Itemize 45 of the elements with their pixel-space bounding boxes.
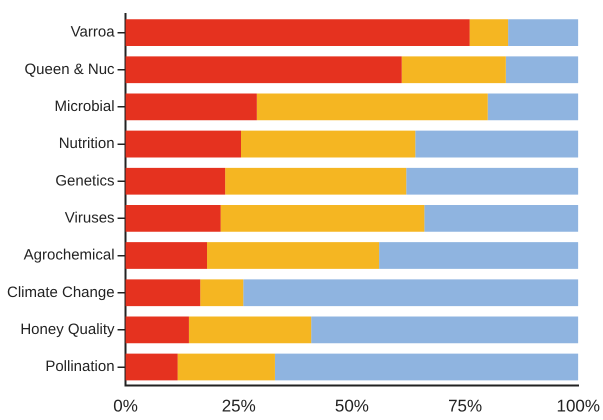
x-tick-label: 100% — [556, 396, 600, 416]
bar — [126, 56, 402, 84]
x-tick-label: 25% — [222, 396, 256, 416]
y-tick-label: Climate Change — [6, 284, 115, 301]
bar — [188, 316, 312, 344]
bar — [415, 130, 578, 158]
y-tick-label: Pollination — [45, 358, 115, 376]
bar — [126, 242, 208, 269]
bar — [220, 205, 424, 232]
bar — [402, 56, 506, 84]
y-tick-label: Microbial — [54, 98, 115, 116]
bar — [225, 168, 406, 195]
bar — [126, 19, 470, 46]
bar — [488, 94, 578, 120]
y-tick-label: Honey Quality — [20, 321, 116, 338]
bar — [126, 94, 257, 120]
bar — [256, 94, 488, 120]
y-tick-label: Varroa — [70, 24, 116, 41]
bar — [126, 205, 221, 232]
y-tick-label: Viruses — [64, 210, 115, 227]
bar — [406, 168, 578, 195]
bar — [274, 354, 578, 380]
bar — [126, 168, 226, 195]
bar — [379, 242, 578, 269]
x-tick-label: 50% — [334, 396, 369, 416]
bar — [311, 316, 578, 344]
bar — [178, 354, 275, 380]
bar — [506, 56, 578, 84]
bar — [126, 316, 189, 344]
x-tick-label: 0% — [113, 396, 138, 416]
y-tick-label: Nutrition — [58, 135, 115, 152]
bar — [470, 19, 508, 46]
bar — [200, 279, 244, 306]
bar — [424, 205, 578, 232]
y-tick-label: Queen & Nuc — [24, 60, 116, 78]
bar — [508, 19, 578, 46]
bar — [240, 130, 416, 158]
bar — [126, 354, 178, 380]
y-tick-label: Agrochemical — [24, 246, 115, 264]
bar — [207, 242, 380, 269]
bar — [126, 279, 200, 306]
x-tick-label: 75% — [448, 396, 482, 416]
bar — [243, 279, 578, 306]
y-tick-label: Genetics — [55, 172, 115, 190]
bar — [126, 130, 241, 158]
